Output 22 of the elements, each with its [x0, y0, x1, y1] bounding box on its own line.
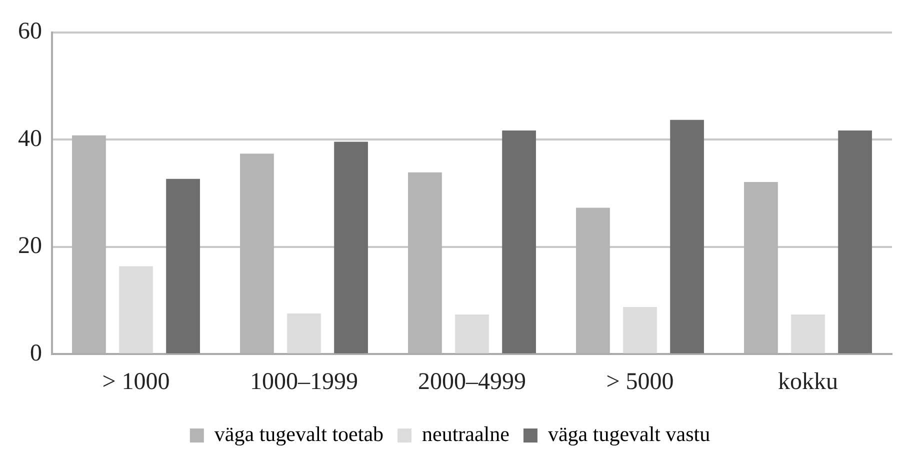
bar — [791, 314, 825, 354]
legend-label: väga tugevalt vastu — [548, 422, 711, 446]
y-tick-label: 60 — [18, 18, 42, 45]
legend-label: väga tugevalt toetab — [214, 422, 384, 446]
x-tick-label: 2000–4999 — [418, 368, 526, 395]
y-tick-label: 0 — [30, 340, 42, 366]
x-tick-label: > 1000 — [102, 368, 170, 395]
bar — [623, 307, 657, 354]
bar — [119, 266, 153, 354]
y-tick-label: 20 — [18, 233, 42, 260]
bar — [287, 313, 321, 354]
legend-label: neutraalne — [422, 422, 510, 446]
x-tick-label: 1000–1999 — [250, 368, 358, 395]
x-tick-label: > 5000 — [606, 368, 674, 395]
x-tick-label: kokku — [778, 368, 838, 395]
bar — [455, 314, 489, 354]
bar — [166, 178, 200, 354]
bar — [838, 130, 872, 354]
bar — [502, 130, 536, 354]
bar — [670, 120, 704, 354]
y-tick-label: 40 — [18, 126, 42, 152]
bar — [334, 142, 368, 354]
